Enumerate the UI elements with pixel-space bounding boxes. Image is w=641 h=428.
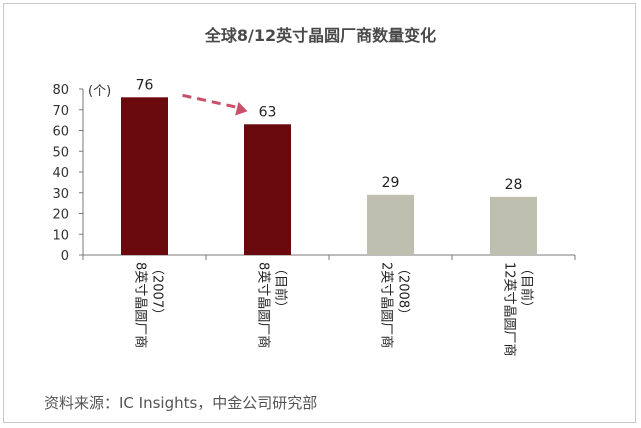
data-label: 29 [382, 175, 400, 191]
arrow-shaft [182, 93, 242, 110]
bar [367, 194, 414, 255]
data-labels: 76 63 29 28 [136, 77, 523, 193]
y-tick-label: 50 [52, 145, 69, 160]
category-sublabel: （2007） [150, 262, 165, 321]
bar [121, 97, 168, 255]
category-sublabel: （2008） [396, 262, 411, 321]
bars [121, 97, 537, 256]
bar [490, 196, 537, 255]
y-tick-label: 10 [52, 228, 69, 243]
y-axis-ticks: 0 10 20 30 40 50 60 70 80 [52, 83, 83, 264]
y-tick-label: 40 [52, 166, 69, 181]
y-tick-label: 70 [52, 104, 69, 119]
category-sublabel: （目前） [519, 262, 535, 314]
y-tick-label: 0 [61, 249, 69, 264]
y-tick-label: 60 [52, 125, 69, 140]
y-tick-label: 80 [52, 83, 69, 98]
chart-title: 全球8/12英寸晶圆厂商数量变化 [204, 26, 437, 45]
source-note: 资料来源：IC Insights，中金公司研究部 [44, 394, 318, 412]
data-label: 63 [259, 104, 277, 120]
category-label: 8英寸晶圆厂商 [256, 262, 271, 348]
arrow-head [235, 101, 248, 116]
bar [244, 124, 291, 256]
data-label: 28 [505, 177, 523, 193]
data-label: 76 [136, 77, 154, 93]
y-tick-label: 30 [52, 187, 69, 202]
unit-label: (个) [88, 84, 111, 99]
category-label: 8英寸晶圆厂商 [133, 262, 148, 348]
category-label: 12英寸晶圆厂商 [502, 262, 517, 357]
category-sublabel: （目前） [273, 262, 289, 314]
trend-arrow [182, 93, 248, 116]
y-tick-label: 20 [52, 208, 69, 223]
category-label: 2英寸晶圆厂商 [379, 262, 394, 348]
category-labels: 8英寸晶圆厂商 （2007） 8英寸晶圆厂商 （目前） 2英寸晶圆厂商 （2008） 12英… [133, 262, 535, 357]
